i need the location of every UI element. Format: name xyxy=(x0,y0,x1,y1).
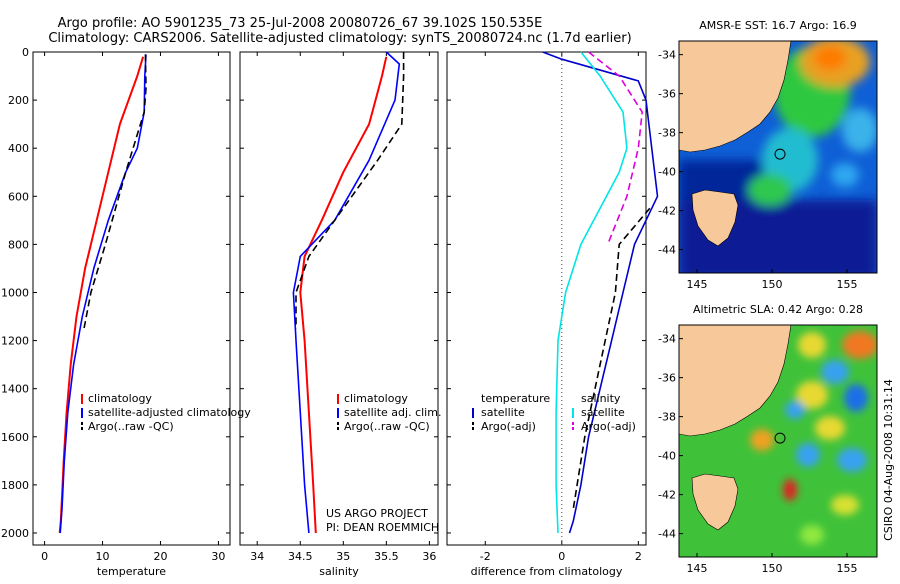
legend-label-3-2-2: Argo(-adj) xyxy=(581,420,636,433)
sla-lon-label-150: 150 xyxy=(762,562,783,575)
sst-tasmania xyxy=(691,189,739,247)
series-line-1-1 xyxy=(58,56,145,534)
x-tick-label-1-30: 30 xyxy=(211,550,225,563)
sla-lat-label-34: -34 xyxy=(658,333,676,346)
y-tick-label-1200: 1200 xyxy=(1,335,29,348)
legend-label-3-1-2: Argo(-adj) xyxy=(481,420,536,433)
x-tick-label-2-35: 35 xyxy=(336,550,350,563)
sla-map-title: Altimetric SLA: 0.42 Argo: 0.28 xyxy=(693,303,863,316)
x-axis-label-3: difference from climatology xyxy=(471,565,623,578)
y-tick-label-0: 0 xyxy=(22,46,29,59)
sst-lon-label-155: 155 xyxy=(837,278,858,291)
series-line-3-3 xyxy=(555,51,628,534)
y-tick-label-200: 200 xyxy=(8,94,29,107)
legend-label-2-1: climatology xyxy=(344,392,408,405)
x-tick-label-1-10: 10 xyxy=(96,550,110,563)
x-tick-label-2-36: 36 xyxy=(422,550,436,563)
y-tick-label-1000: 1000 xyxy=(1,286,29,299)
sla-lat-label-42: -42 xyxy=(658,489,676,502)
sst-profile-marker xyxy=(774,148,786,160)
sst-lat-label-44: -44 xyxy=(658,244,676,257)
profile-frame-1 xyxy=(32,51,231,546)
sla-tasmania xyxy=(691,473,739,531)
x-tick-label-2-34.5: 34.5 xyxy=(288,550,313,563)
y-tick-label-400: 400 xyxy=(8,142,29,155)
legend-label-2-3: Argo(..raw -QC) xyxy=(344,420,430,433)
series-line-3-4 xyxy=(588,51,643,245)
series-line-1-2 xyxy=(59,54,147,534)
sst-map-title: AMSR-E SST: 16.7 Argo: 16.9 xyxy=(699,19,857,32)
x-tick-label-2-35.5: 35.5 xyxy=(374,550,399,563)
legend-heading-2: salinity xyxy=(581,392,621,405)
sst-lon-label-145: 145 xyxy=(687,278,708,291)
sla-map xyxy=(679,325,877,557)
sla-map-frame xyxy=(678,324,878,558)
timestamp: CSIRO 04-Aug-2008 10:31:14 xyxy=(882,379,895,541)
series-line-2-3 xyxy=(295,52,405,329)
x-tick-label-3-2: 2 xyxy=(635,550,642,563)
x-axis-label-2: salinity xyxy=(319,565,359,578)
sla-profile-marker xyxy=(774,432,786,444)
series-line-3-2 xyxy=(572,207,651,510)
x-axis-label-1: temperature xyxy=(97,565,166,578)
legend-label-3-1-1: satellite xyxy=(481,406,525,419)
figure-title-line2: Climatology: CARS2006. Satellite-adjuste… xyxy=(48,31,631,46)
legend-heading-1: temperature xyxy=(481,392,550,405)
sla-lat-label-36: -36 xyxy=(658,372,676,385)
sst-coastline xyxy=(679,41,792,153)
y-tick-label-1800: 1800 xyxy=(1,479,29,492)
x-tick-label-3-0: 0 xyxy=(558,550,565,563)
sst-lat-label-40: -40 xyxy=(658,166,676,179)
credit-line1: US ARGO PROJECT xyxy=(326,507,428,520)
figure-title-line1: Argo profile: AO 5901235_73 25-Jul-2008 … xyxy=(58,16,543,31)
y-tick-label-2000: 2000 xyxy=(1,527,29,540)
series-line-2-1 xyxy=(299,56,388,534)
sst-lon-label-150: 150 xyxy=(762,278,783,291)
sst-lat-label-38: -38 xyxy=(658,127,676,140)
sst-map-frame xyxy=(678,40,878,274)
sla-coastline xyxy=(679,325,792,437)
series-line-3-1 xyxy=(542,51,659,534)
sla-lon-label-145: 145 xyxy=(687,562,708,575)
profile-frame-3 xyxy=(446,51,647,546)
x-tick-label-3--2: -2 xyxy=(480,550,491,563)
sst-lat-label-36: -36 xyxy=(658,88,676,101)
y-tick-label-1400: 1400 xyxy=(1,383,29,396)
credit-line2: PI: DEAN ROEMMICH xyxy=(326,521,439,534)
legend-label-2-2: satellite adj. clim. xyxy=(344,406,441,419)
legend-label-1-1: climatology xyxy=(88,392,152,405)
y-tick-label-600: 600 xyxy=(8,190,29,203)
y-tick-label-1600: 1600 xyxy=(1,431,29,444)
legend-label-3-2-1: satellite xyxy=(581,406,625,419)
sla-lat-label-44: -44 xyxy=(658,528,676,541)
sst-lat-label-42: -42 xyxy=(658,205,676,218)
sla-lat-label-38: -38 xyxy=(658,411,676,424)
x-tick-label-2-34: 34 xyxy=(250,550,264,563)
x-tick-label-1-20: 20 xyxy=(153,550,167,563)
series-line-1-3 xyxy=(83,54,147,329)
legend-label-1-3: Argo(..raw -QC) xyxy=(88,420,174,433)
legend-label-1-2: satellite-adjusted climatology xyxy=(88,406,251,419)
sla-lon-label-155: 155 xyxy=(837,562,858,575)
profile-frame-2 xyxy=(239,51,439,546)
sla-lat-label-40: -40 xyxy=(658,450,676,463)
sst-lat-label-34: -34 xyxy=(658,49,676,62)
y-tick-label-800: 800 xyxy=(8,238,29,251)
sst-map xyxy=(679,41,877,273)
x-tick-label-1-0: 0 xyxy=(41,550,48,563)
series-line-2-2 xyxy=(292,51,401,534)
